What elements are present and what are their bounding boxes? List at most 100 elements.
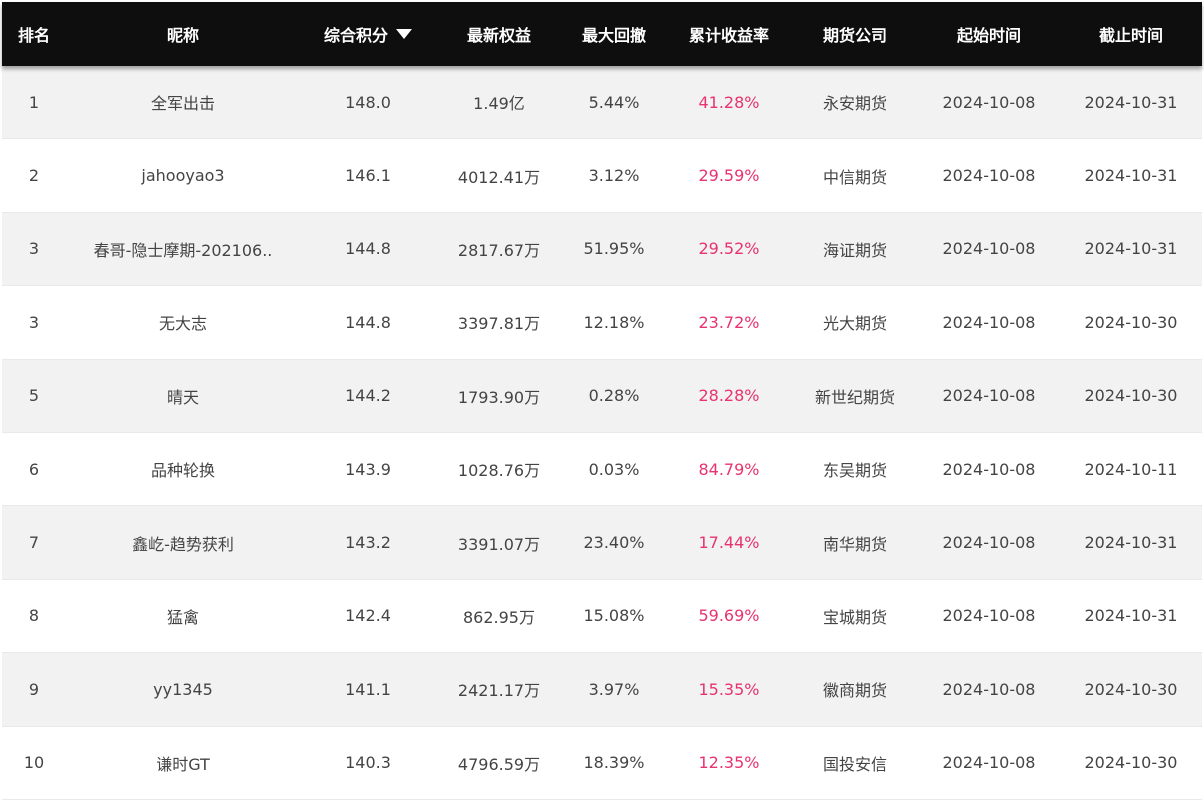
rank-cell: 8 [28, 606, 40, 626]
company-cell: 海证期货 [822, 240, 887, 260]
max-drawdown-cell: 0.28% [588, 386, 640, 406]
company-cell: 中信期货 [822, 167, 887, 187]
nickname-text[interactable]: 品种轮换 [150, 461, 215, 481]
cum-return-cell: 29.52% [698, 239, 760, 259]
table-row[interactable]: 6 品种轮换 143.9 1028.76万 0.03% 84.79% 东吴期货 … [2, 432, 1202, 507]
rank-cell: 6 [28, 459, 40, 479]
start-date-cell: 2024-10-08 [942, 459, 1036, 479]
nickname-cell[interactable]: 鑫屹-趋势获利 [66, 506, 300, 578]
max-drawdown-cell: 12.18% [583, 312, 645, 332]
header-end-date: 截止时间 [1098, 26, 1163, 45]
table-row[interactable]: 3 春哥-隐士摩期-202106.. 144.8 2817.67万 51.95%… [2, 212, 1202, 287]
table-row[interactable]: 7 鑫屹-趋势获利 143.2 3391.07万 23.40% 17.44% 南… [2, 506, 1202, 580]
nickname-text[interactable]: jahooyao3 [141, 166, 225, 186]
header-cum-return: 累计收益率 [688, 26, 769, 45]
score-cell: 144.8 [345, 239, 391, 259]
nickname-text[interactable]: 猛禽 [166, 607, 199, 627]
nickname-cell[interactable]: 无大志 [66, 286, 300, 358]
cum-return-cell: 23.72% [698, 312, 760, 332]
nickname-cell[interactable]: 品种轮换 [66, 433, 300, 505]
rank-cell: 3 [28, 312, 40, 332]
start-date-cell: 2024-10-08 [942, 533, 1036, 553]
nickname-cell[interactable]: 晴天 [66, 360, 300, 432]
company-cell: 南华期货 [822, 534, 887, 554]
nickname-text[interactable]: 全军出击 [150, 94, 215, 114]
start-date-cell: 2024-10-08 [942, 239, 1036, 259]
max-drawdown-cell: 3.12% [588, 166, 640, 186]
equity-cell: 3397.81万 [457, 314, 541, 334]
start-date-cell: 2024-10-08 [942, 606, 1036, 626]
max-drawdown-cell: 18.39% [583, 753, 645, 773]
max-drawdown-cell: 5.44% [588, 92, 640, 112]
nickname-text[interactable]: 谦时GT [156, 754, 210, 774]
rank-cell: 5 [28, 386, 40, 406]
start-date-cell: 2024-10-08 [942, 166, 1036, 186]
cum-return-cell: 59.69% [698, 606, 760, 626]
equity-cell: 4796.59万 [457, 754, 541, 774]
score-cell: 142.4 [345, 606, 391, 626]
cum-return-cell: 84.79% [698, 459, 760, 479]
max-drawdown-cell: 3.97% [588, 679, 640, 699]
header-equity: 最新权益 [466, 26, 531, 45]
rank-cell: 1 [28, 92, 40, 112]
nickname-cell[interactable]: 春哥-隐士摩期-202106.. [66, 213, 300, 285]
header-max-drawdown: 最大回撤 [581, 26, 646, 45]
nickname-text[interactable]: 春哥-隐士摩期-202106.. [93, 240, 273, 260]
company-cell: 东吴期货 [822, 461, 887, 481]
cum-return-cell: 29.59% [698, 166, 760, 186]
header-score-sortable[interactable]: 综合积分 [300, 2, 436, 66]
table-row[interactable]: 2 jahooyao3 146.1 4012.41万 3.12% 29.59% … [2, 139, 1202, 213]
table-row[interactable]: 1 全军出击 148.0 1.49亿 5.44% 41.28% 永安期货 202… [2, 66, 1202, 140]
rank-cell: 9 [28, 679, 40, 699]
company-cell: 永安期货 [822, 94, 887, 114]
nickname-cell[interactable]: 猛禽 [66, 580, 300, 652]
cum-return-cell: 12.35% [698, 753, 760, 773]
score-cell: 146.1 [345, 166, 391, 186]
end-date-cell: 2024-10-30 [1084, 312, 1178, 332]
end-date-cell: 2024-10-30 [1084, 386, 1178, 406]
score-cell: 140.3 [345, 753, 391, 773]
nickname-text[interactable]: 晴天 [166, 387, 199, 407]
equity-cell: 2421.17万 [457, 681, 541, 701]
table-row[interactable]: 5 晴天 144.2 1793.90万 0.28% 28.28% 新世纪期货 2… [2, 359, 1202, 433]
rank-cell: 2 [28, 166, 40, 186]
score-cell: 143.9 [345, 459, 391, 479]
start-date-cell: 2024-10-08 [942, 92, 1036, 112]
nickname-cell[interactable]: 谦时GT [66, 727, 300, 799]
table-row[interactable]: 9 yy1345 141.1 2421.17万 3.97% 15.35% 徽商期… [2, 653, 1202, 727]
table-row[interactable]: 10 谦时GT 140.3 4796.59万 18.39% 12.35% 国投安… [2, 726, 1202, 800]
max-drawdown-cell: 0.03% [588, 459, 640, 479]
score-cell: 144.2 [345, 386, 391, 406]
score-cell: 141.1 [345, 679, 391, 699]
header-start-date: 起始时间 [956, 26, 1021, 45]
equity-cell: 3391.07万 [457, 534, 541, 554]
header-rank: 排名 [17, 26, 50, 45]
company-cell: 光大期货 [822, 314, 887, 334]
nickname-text[interactable]: 无大志 [158, 314, 207, 334]
cum-return-cell: 41.28% [698, 92, 760, 112]
nickname-cell[interactable]: jahooyao3 [66, 139, 300, 211]
company-cell: 新世纪期货 [814, 387, 895, 407]
start-date-cell: 2024-10-08 [942, 679, 1036, 699]
end-date-cell: 2024-10-31 [1084, 239, 1178, 259]
end-date-cell: 2024-10-31 [1084, 166, 1178, 186]
rank-cell: 3 [28, 239, 40, 259]
rank-cell: 10 [23, 753, 45, 773]
equity-cell: 1.49亿 [473, 94, 525, 114]
table-row[interactable]: 8 猛禽 142.4 862.95万 15.08% 59.69% 宝城期货 20… [2, 579, 1202, 654]
nickname-cell[interactable]: 全军出击 [66, 66, 300, 138]
end-date-cell: 2024-10-30 [1084, 679, 1178, 699]
equity-cell: 4012.41万 [457, 167, 541, 187]
sort-descending-icon[interactable] [396, 29, 412, 39]
equity-cell: 1028.76万 [457, 461, 541, 481]
nickname-text[interactable]: yy1345 [153, 679, 213, 699]
nickname-cell[interactable]: yy1345 [66, 653, 300, 725]
table-row[interactable]: 3 无大志 144.8 3397.81万 12.18% 23.72% 光大期货 … [2, 286, 1202, 360]
cum-return-cell: 28.28% [698, 386, 760, 406]
rank-cell: 7 [28, 533, 40, 553]
company-cell: 徽商期货 [822, 681, 887, 701]
header-nickname: 昵称 [166, 26, 199, 45]
header-company: 期货公司 [822, 26, 887, 45]
nickname-text[interactable]: 鑫屹-趋势获利 [132, 534, 234, 554]
